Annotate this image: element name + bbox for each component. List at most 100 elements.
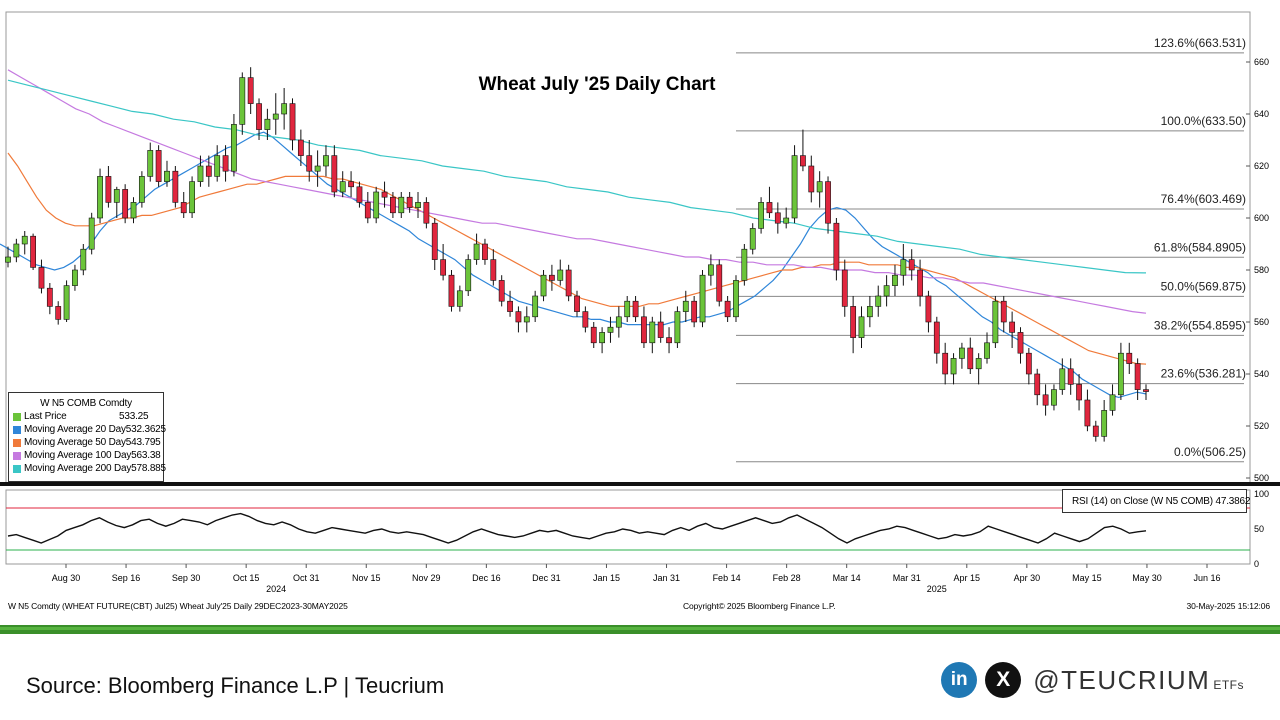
candle-up	[959, 347, 965, 359]
candle-up	[624, 300, 631, 318]
x-tick-label: Apr 15	[954, 573, 981, 583]
candle-down	[1092, 425, 1099, 437]
brand-suffix: ETFs	[1213, 678, 1244, 692]
footer-timestamp: 30-May-2025 15:12:06	[1186, 601, 1270, 611]
legend-swatch	[13, 412, 21, 421]
ma-line-moving-average-20-day	[0, 131, 1147, 399]
legend-item-value: 578.885	[131, 463, 166, 474]
candle-up	[314, 165, 321, 172]
candle-down	[256, 103, 262, 130]
candle-down	[716, 264, 723, 302]
x-tick-label: Mar 31	[893, 573, 921, 583]
candle-down	[967, 347, 974, 370]
candle-down	[825, 181, 831, 224]
chart-footer: W N5 Comdty (WHEAT FUTURE(CBT) Jul25) Wh…	[0, 598, 1280, 614]
legend-item-value: 543.795	[125, 437, 161, 448]
x-tick-label: Nov 29	[412, 573, 441, 583]
candle-down	[30, 235, 36, 268]
candle-down	[348, 181, 354, 188]
y-tick-label: 500	[1254, 473, 1269, 483]
candle-down	[908, 259, 915, 271]
fib-label: 61.8%(584.8905)	[1154, 240, 1246, 254]
x-tick-label: Mar 14	[833, 573, 861, 583]
candle-up	[1101, 410, 1108, 437]
candle-down	[1009, 321, 1016, 333]
x-tick-label: Jan 15	[593, 573, 620, 583]
x-year-label: 2025	[927, 584, 947, 594]
candle-down	[381, 191, 388, 198]
candle-up	[63, 285, 70, 320]
candle-down	[917, 269, 923, 297]
legend-item-name: Moving Average 20 Day	[24, 424, 126, 435]
candle-down	[490, 259, 497, 281]
x-tick-label: Feb 28	[773, 573, 801, 583]
candle-down	[1025, 352, 1032, 375]
legend-item: Last Price 533.25	[13, 410, 159, 423]
candle-down	[431, 222, 438, 260]
candle-down	[942, 352, 949, 375]
candle-down	[1143, 389, 1149, 392]
y-tick-label: 540	[1254, 369, 1269, 379]
x-tick-label: Sep 16	[112, 573, 141, 583]
candle-up	[138, 176, 145, 203]
ma-line-moving-average-50-day	[7, 152, 1147, 365]
candle-down	[247, 77, 254, 104]
legend-swatch	[13, 425, 21, 434]
candle-up	[231, 124, 237, 172]
candle-up	[866, 306, 873, 318]
x-icon[interactable]: X	[985, 662, 1022, 698]
candle-down	[356, 186, 363, 203]
candle-up	[816, 181, 823, 193]
x-tick-label: Oct 31	[293, 573, 320, 583]
legend-swatch	[13, 464, 21, 473]
legend-item: Moving Average 200 Day 578.885	[13, 462, 166, 475]
candle-down	[666, 337, 672, 344]
candle-up	[607, 326, 614, 333]
candle-down	[364, 202, 371, 219]
candle-up	[465, 259, 472, 292]
candle-down	[222, 155, 229, 172]
candle-up	[113, 189, 120, 203]
candle-up	[984, 342, 990, 359]
candle-up	[147, 150, 154, 177]
x-tick-label: Oct 15	[233, 573, 260, 583]
x-tick-label: May 30	[1132, 573, 1162, 583]
candle-up	[733, 280, 739, 318]
candle-up	[239, 77, 246, 125]
brand-handle[interactable]: @TEUCRIUM	[1033, 664, 1211, 695]
candle-down	[1042, 394, 1049, 406]
candle-down	[507, 300, 513, 312]
candle-down	[1017, 332, 1024, 354]
candle-up	[398, 196, 405, 214]
candle-down	[38, 267, 45, 289]
candle-up	[88, 217, 95, 250]
rsi-line	[7, 512, 1147, 544]
candle-down	[800, 155, 806, 167]
candle-up	[1059, 368, 1066, 390]
candle-up	[13, 243, 20, 258]
candle-up	[281, 103, 288, 115]
candle-up	[858, 316, 865, 338]
legend-title: W N5 COMB Comdty	[40, 398, 132, 409]
candle-down	[641, 316, 647, 344]
candle-down	[590, 326, 597, 344]
candle-up	[892, 274, 898, 286]
candle-up	[758, 202, 764, 229]
divider-bar-highlight	[0, 627, 1280, 630]
rsi-legend: RSI (14) on Close (W N5 COMB) 47.3862	[1062, 489, 1250, 513]
candle-down	[46, 287, 53, 307]
source-text: Source: Bloomberg Finance L.P | Teucrium	[26, 673, 445, 698]
linkedin-icon[interactable]: in	[941, 662, 978, 698]
candle-up	[97, 176, 103, 219]
candle-down	[774, 212, 781, 224]
candle-up	[532, 295, 539, 318]
candle-down	[205, 165, 212, 177]
candle-down	[833, 222, 840, 271]
legend-item-value: 533.25	[119, 411, 149, 422]
legend-item-name: Moving Average 100 Day	[24, 450, 132, 461]
candle-up	[264, 118, 271, 130]
fib-label: 23.6%(536.281)	[1161, 367, 1246, 381]
x-tick-label: Jan 31	[653, 573, 680, 583]
chart-title: Wheat July '25 Daily Chart	[479, 74, 716, 95]
candle-down	[331, 155, 338, 193]
